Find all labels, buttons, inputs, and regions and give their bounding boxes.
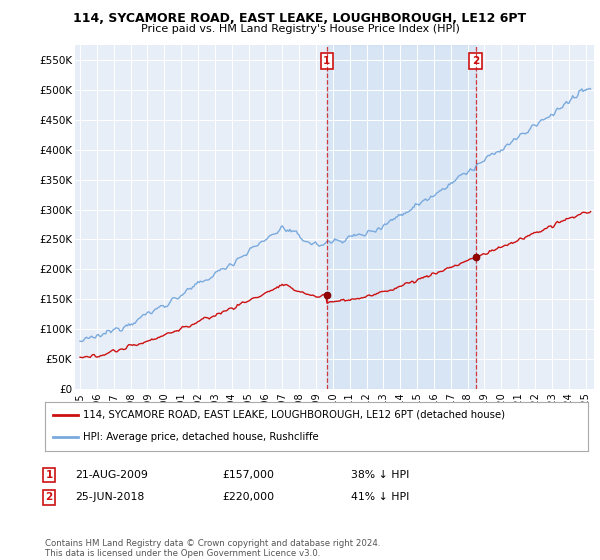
Text: Contains HM Land Registry data © Crown copyright and database right 2024.
This d: Contains HM Land Registry data © Crown c…: [45, 539, 380, 558]
Text: 2: 2: [46, 492, 53, 502]
Bar: [327, 45, 476, 389]
Text: HPI: Average price, detached house, Rushcliffe: HPI: Average price, detached house, Rush…: [83, 432, 319, 442]
Text: 1: 1: [323, 56, 331, 66]
Text: Price paid vs. HM Land Registry's House Price Index (HPI): Price paid vs. HM Land Registry's House …: [140, 24, 460, 34]
Text: 21-AUG-2009: 21-AUG-2009: [75, 470, 148, 480]
Text: 41% ↓ HPI: 41% ↓ HPI: [351, 492, 409, 502]
Text: 1: 1: [46, 470, 53, 480]
Text: £157,000: £157,000: [222, 470, 274, 480]
Text: 114, SYCAMORE ROAD, EAST LEAKE, LOUGHBOROUGH, LE12 6PT (detached house): 114, SYCAMORE ROAD, EAST LEAKE, LOUGHBOR…: [83, 410, 505, 420]
Text: 38% ↓ HPI: 38% ↓ HPI: [351, 470, 409, 480]
Text: 25-JUN-2018: 25-JUN-2018: [75, 492, 144, 502]
Text: 2: 2: [472, 56, 479, 66]
Text: 114, SYCAMORE ROAD, EAST LEAKE, LOUGHBOROUGH, LE12 6PT: 114, SYCAMORE ROAD, EAST LEAKE, LOUGHBOR…: [73, 12, 527, 25]
Text: £220,000: £220,000: [222, 492, 274, 502]
